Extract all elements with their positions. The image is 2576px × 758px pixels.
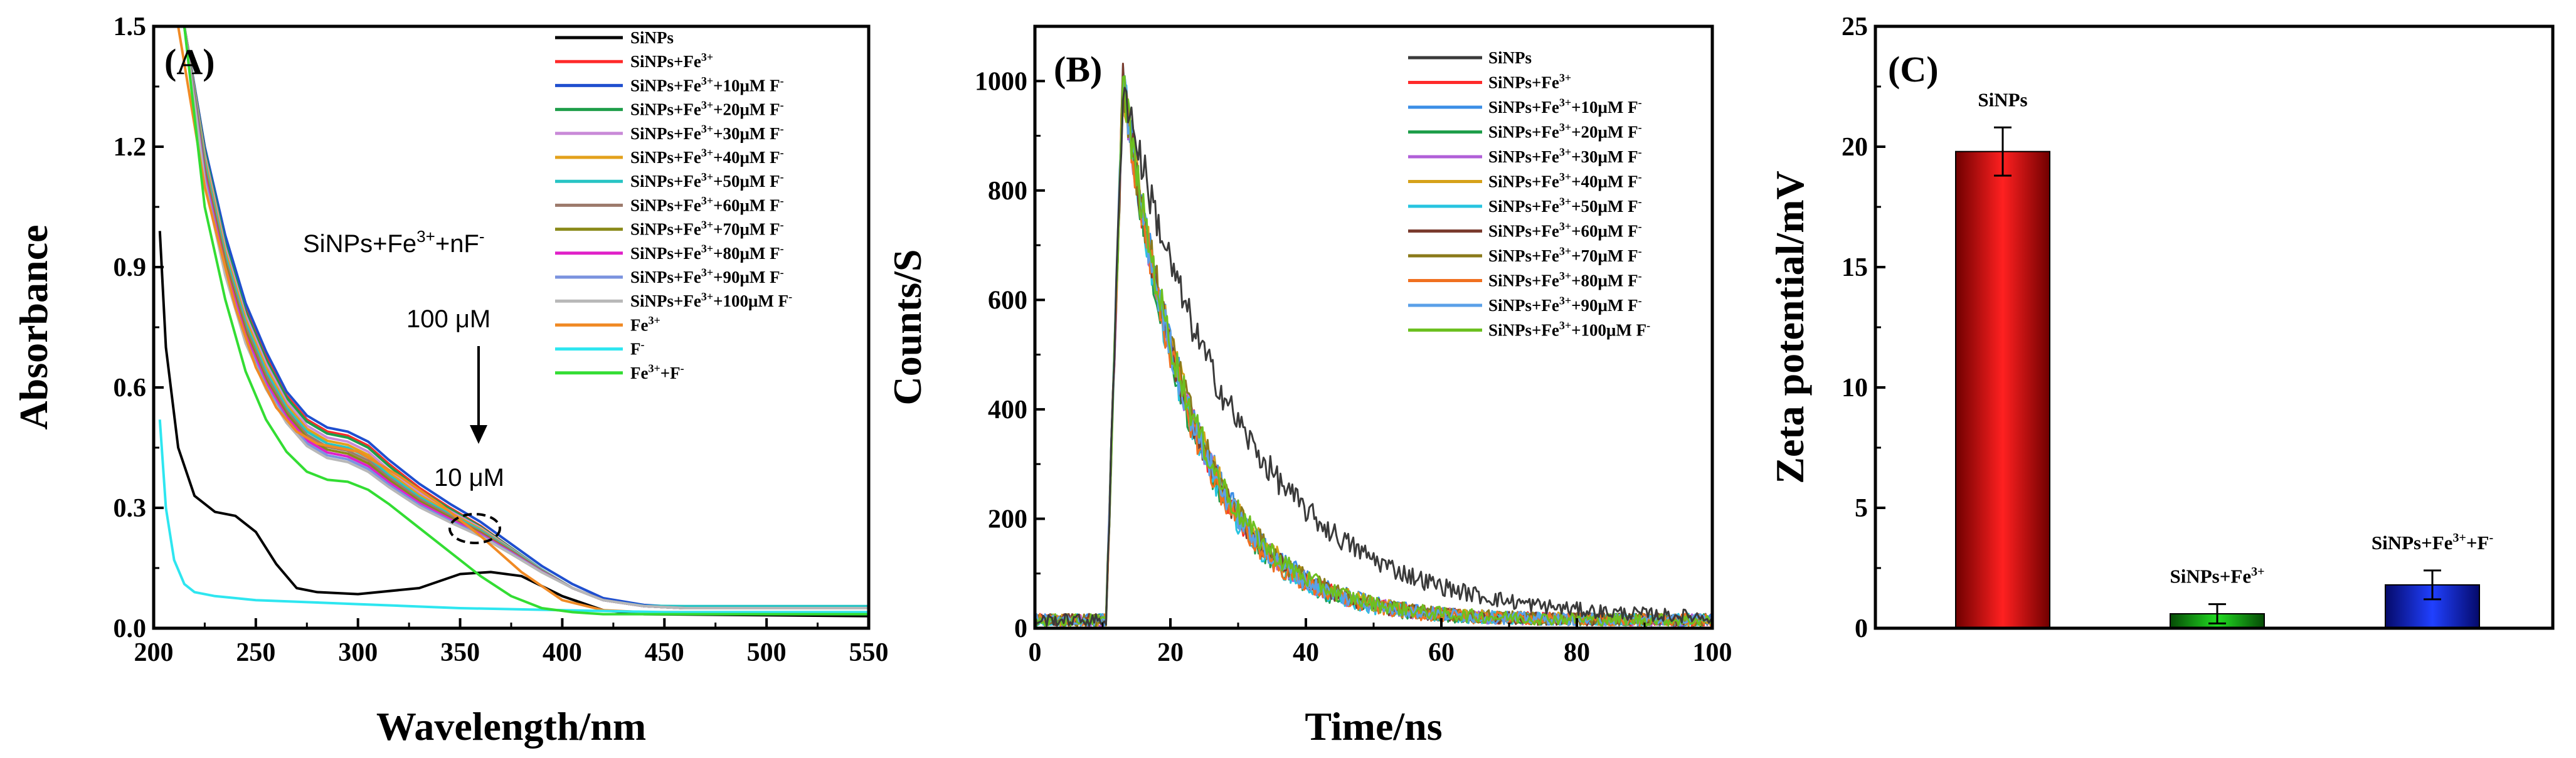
panel-b-legend-item: SiNPs+Fe3++70μM F- bbox=[1488, 245, 1642, 265]
panel-b-y-axis-label: Counts/S bbox=[885, 250, 930, 406]
panel-a-y-tick-label: 1.2 bbox=[114, 133, 147, 162]
panel-a-y-tick-label: 0.3 bbox=[114, 494, 147, 523]
panel-b-x-tick-label: 100 bbox=[1693, 638, 1732, 667]
panel-a-legend-item: SiNPs+Fe3++90μM F- bbox=[630, 266, 784, 287]
panel-b-legend-item: SiNPs+Fe3++50μM F- bbox=[1488, 196, 1642, 216]
panel-a-series-fe3-plus bbox=[177, 26, 869, 614]
panel-a-label: (A) bbox=[164, 41, 215, 82]
panel-b-legend-item: SiNPs bbox=[1488, 48, 1532, 67]
panel-b-x-axis-label: Time/ns bbox=[1305, 704, 1442, 749]
panel-a-series-fe3-plus-plus-f bbox=[183, 26, 869, 616]
panel-a-x-axis-label: Wavelength/nm bbox=[376, 704, 646, 749]
panel-a-annotation-100um: 100 μM bbox=[406, 305, 490, 333]
panel-a-series-f bbox=[158, 419, 869, 614]
panel-c-bar-label: SiNPs+Fe3+ bbox=[2170, 565, 2264, 587]
panel-a-legend-item: SiNPs+Fe3++20μM F- bbox=[630, 98, 784, 118]
panel-a-arrow-head bbox=[470, 425, 487, 444]
panel-a-x-tick-label: 450 bbox=[645, 638, 684, 667]
panel-c-y-tick-label: 20 bbox=[1842, 133, 1868, 162]
panel-a-legend-item: SiNPs+Fe3++10μM F- bbox=[630, 75, 784, 95]
panel-a-legend-item: SiNPs+Fe3+ bbox=[630, 51, 713, 71]
panel-b-y-tick-label: 400 bbox=[988, 396, 1027, 424]
panel-b-y-tick-label: 0 bbox=[1014, 614, 1027, 643]
panel-b-legend-item: SiNPs+Fe3++20μM F- bbox=[1488, 121, 1642, 141]
panel-a-legend-item: SiNPs+Fe3++30μM F- bbox=[630, 123, 784, 143]
panel-c-y-axis-label: Zeta potential/mV bbox=[1768, 171, 1812, 484]
panel-a-legend-item: SiNPs+Fe3++40μM F- bbox=[630, 147, 784, 167]
panel-b-label: (B) bbox=[1054, 49, 1102, 90]
panel-b-y-tick-label: 800 bbox=[988, 177, 1027, 206]
panel-a-legend-item: SiNPs+Fe3++60μM F- bbox=[630, 194, 784, 214]
panel-c-y-tick-label: 0 bbox=[1855, 614, 1868, 643]
panel-a-y-tick-label: 0.6 bbox=[114, 374, 147, 403]
panel-c-bar-sinps bbox=[1955, 150, 2050, 629]
panel-c-y-tick-label: 5 bbox=[1855, 494, 1868, 523]
panel-a-legend-item: SiNPs+Fe3++80μM F- bbox=[630, 243, 784, 263]
panel-b-legend-item: SiNPs+Fe3++100μM F- bbox=[1488, 319, 1650, 339]
panel-a-x-tick-label: 550 bbox=[849, 638, 889, 667]
panel-b-x-tick-label: 0 bbox=[1029, 638, 1042, 667]
panel-c-label: (C) bbox=[1888, 49, 1939, 90]
panel-a-x-tick-label: 400 bbox=[543, 638, 582, 667]
panel-c-bar-label: SiNPs+Fe3++F- bbox=[2372, 531, 2493, 554]
panel-a-legend-item: F- bbox=[630, 338, 645, 358]
panel-a-legend-item: Fe3++F- bbox=[630, 362, 684, 382]
panel-b-legend-item: SiNPs+Fe3++30μM F- bbox=[1488, 146, 1642, 166]
panel-b-x-tick-label: 80 bbox=[1564, 638, 1590, 667]
panel-a-y-tick-label: 1.5 bbox=[114, 13, 147, 41]
panel-a-y-tick-label: 0.9 bbox=[114, 253, 147, 282]
panel-a-annotation-10um: 10 μM bbox=[434, 464, 504, 492]
panel-b-y-tick-label: 1000 bbox=[975, 67, 1027, 96]
panel-b-legend-item: SiNPs+Fe3++60μM F- bbox=[1488, 220, 1642, 240]
panel-b-plot-frame bbox=[1033, 24, 1714, 630]
panel-b-legend-item: SiNPs+Fe3++10μM F- bbox=[1488, 97, 1642, 117]
panel-a-y-axis-label: Absorbance bbox=[11, 224, 56, 429]
panel-b-series-sinps bbox=[1035, 87, 1712, 627]
panel-a-legend-item: SiNPs+Fe3++50μM F- bbox=[630, 171, 784, 191]
panel-a-legend-item: SiNPs bbox=[630, 28, 674, 47]
panel-a-dashed-circle bbox=[448, 513, 501, 544]
panel-a-plot-frame bbox=[152, 24, 871, 630]
panel-c-plot-frame bbox=[1874, 24, 2555, 630]
panel-a-absorbance-chart: 200 250 300 350 400 450 500 550 0.0 0.3 0.6 0.9 1.2 1… bbox=[11, 13, 889, 749]
panel-c-y-tick-label: 15 bbox=[1842, 253, 1868, 282]
panel-a-x-tick-label: 250 bbox=[236, 638, 275, 667]
panel-a-x-tick-label: 200 bbox=[134, 638, 174, 667]
panel-b-legend-item: SiNPs+Fe3++80μM F- bbox=[1488, 270, 1642, 290]
panel-a-legend-item: Fe3+ bbox=[630, 314, 660, 334]
panel-b-legend-item: SiNPs+Fe3++40μM F- bbox=[1488, 171, 1642, 191]
panel-b-x-tick-label: 40 bbox=[1293, 638, 1319, 667]
panel-b-y-tick-label: 200 bbox=[988, 505, 1027, 534]
panel-b-legend-item: SiNPs+Fe3+ bbox=[1488, 71, 1571, 92]
panel-a-y-tick-label: 0.0 bbox=[114, 614, 147, 643]
panel-a-x-tick-label: 300 bbox=[338, 638, 378, 667]
panel-a-x-tick-label: 500 bbox=[747, 638, 787, 667]
panel-c-y-tick-label: 25 bbox=[1842, 13, 1868, 41]
panel-b-x-tick-label: 20 bbox=[1157, 638, 1184, 667]
panel-a-annotation-series: SiNPs+Fe3++nF- bbox=[303, 227, 485, 258]
panel-a-series-sinps bbox=[158, 231, 869, 618]
panel-b-legend-item: SiNPs+Fe3++90μM F- bbox=[1488, 295, 1642, 315]
panel-a-legend-item: SiNPs+Fe3++100μM F- bbox=[630, 290, 792, 310]
panel-b-series-sinps-plus-fe3-plus-plus-100um-f bbox=[1035, 75, 1712, 627]
panel-a-series-sinps-plus-fe3-plus-plus-10um-f bbox=[183, 26, 869, 609]
panel-a-legend-item: SiNPs+Fe3++70μM F- bbox=[630, 218, 784, 238]
panel-a-x-tick-label: 350 bbox=[440, 638, 480, 667]
panel-c-y-tick-label: 10 bbox=[1842, 374, 1868, 403]
panel-b-x-tick-label: 60 bbox=[1428, 638, 1455, 667]
panel-b-y-tick-label: 600 bbox=[988, 286, 1027, 315]
panel-c-bar-label: SiNPs bbox=[1978, 88, 2027, 110]
